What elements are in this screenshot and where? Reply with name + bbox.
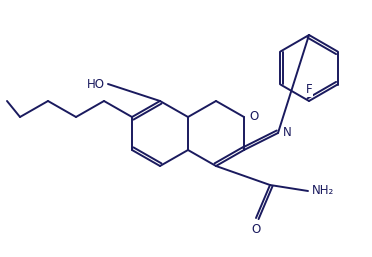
Text: O: O (251, 223, 261, 236)
Text: HO: HO (87, 78, 105, 90)
Text: O: O (249, 111, 258, 124)
Text: NH₂: NH₂ (312, 185, 334, 197)
Text: N: N (283, 126, 292, 140)
Text: F: F (306, 83, 312, 96)
